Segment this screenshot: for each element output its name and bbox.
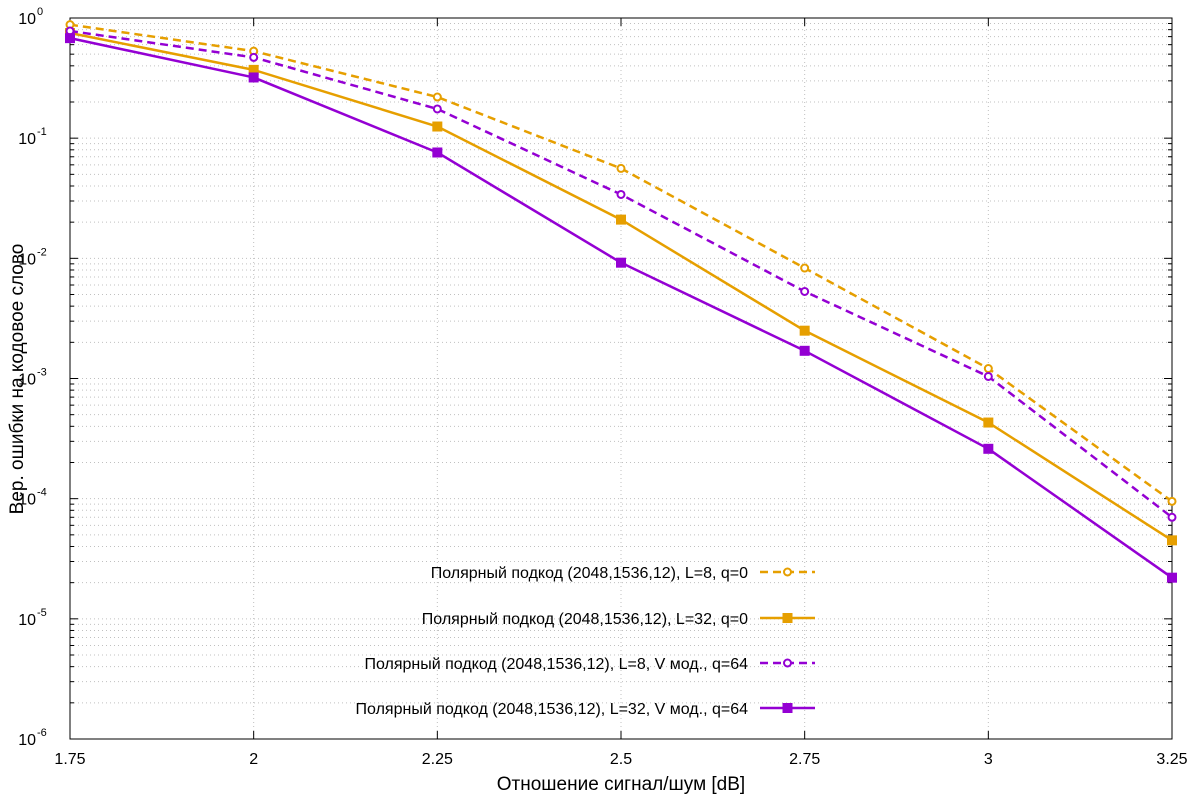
data-point <box>1167 512 1177 522</box>
data-point <box>616 257 626 268</box>
legend-item-3: Полярный подкод (2048,1536,12), L=8, V м… <box>364 656 815 673</box>
x-tick-label: 1.75 <box>54 751 85 768</box>
series-3 <box>65 26 1177 522</box>
data-point <box>1167 496 1177 506</box>
legend-label: Полярный подкод (2048,1536,12), L=8, q=0 <box>431 565 748 582</box>
legend-marker <box>782 703 793 713</box>
data-point <box>800 263 810 273</box>
data-point <box>65 33 75 44</box>
data-point <box>432 92 442 102</box>
legend-marker <box>783 567 792 577</box>
series-2 <box>65 28 1177 546</box>
y-tick-label: 10 <box>18 251 36 268</box>
legend-marker <box>783 658 792 668</box>
legend-item-2: Полярный подкод (2048,1536,12), L=32, q=… <box>422 611 815 628</box>
data-point <box>432 147 443 158</box>
y-axis-title: Вер. ошибки на кодовое слово <box>7 244 28 515</box>
data-point <box>799 345 810 356</box>
x-tick-label: 3.25 <box>1156 751 1187 768</box>
data-point <box>616 189 626 199</box>
x-tick-label: 2 <box>249 751 258 768</box>
data-point <box>983 443 994 454</box>
x-tick-label: 2.5 <box>610 751 632 768</box>
data-point <box>799 325 810 336</box>
x-tick-label: 3 <box>984 751 993 768</box>
y-tick-label: 10 <box>18 131 36 148</box>
y-tick-label-exponent: -4 <box>37 487 47 499</box>
data-point <box>983 364 993 374</box>
data-point <box>983 371 993 381</box>
legend-item-4: Полярный подкод (2048,1536,12), L=32, V … <box>356 701 815 718</box>
y-tick-label-exponent: -3 <box>37 367 47 379</box>
series-group <box>65 20 1177 583</box>
data-point <box>1167 535 1177 546</box>
series-1 <box>65 20 1177 506</box>
data-point <box>248 72 259 83</box>
legend: Полярный подкод (2048,1536,12), L=8, q=0… <box>356 565 815 718</box>
data-point <box>432 121 443 132</box>
series-4 <box>65 33 1177 583</box>
data-point <box>616 214 626 225</box>
x-axis-title: Отношение сигнал/шум [dB] <box>497 774 745 795</box>
data-point <box>616 163 626 173</box>
y-tick-label-exponent: -5 <box>37 607 47 619</box>
x-tick-label: 2.25 <box>422 751 453 768</box>
y-tick-label: 10 <box>18 11 36 28</box>
y-tick-label-exponent: 0 <box>37 6 43 18</box>
y-tick-label: 10 <box>18 372 36 389</box>
legend-label: Полярный подкод (2048,1536,12), L=32, q=… <box>422 611 748 628</box>
legend-item-1: Полярный подкод (2048,1536,12), L=8, q=0 <box>431 565 815 582</box>
data-point <box>432 104 442 114</box>
legend-marker <box>782 613 793 623</box>
legend-label: Полярный подкод (2048,1536,12), L=8, V м… <box>364 656 748 673</box>
y-tick-label: 10 <box>18 612 36 629</box>
y-tick-label: 10 <box>18 492 36 509</box>
data-point <box>1167 572 1177 583</box>
y-tick-label-exponent: -6 <box>37 727 47 739</box>
y-tick-label: 10 <box>18 732 36 749</box>
data-point <box>983 417 994 428</box>
data-point <box>249 52 259 62</box>
legend-label: Полярный подкод (2048,1536,12), L=32, V … <box>356 701 749 718</box>
x-tick-label: 2.75 <box>789 751 820 768</box>
y-tick-label-exponent: -1 <box>37 126 47 138</box>
data-point <box>800 286 810 296</box>
y-tick-label-exponent: -2 <box>37 246 47 258</box>
